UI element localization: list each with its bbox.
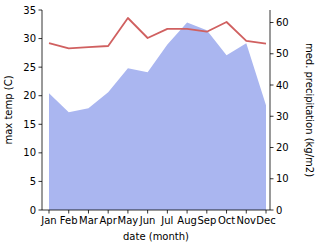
- y-tick-label: 20: [23, 90, 36, 101]
- y-tick: [39, 67, 43, 68]
- x-tick-label: Oct: [218, 215, 235, 226]
- x-tick: [68, 210, 69, 214]
- y2-tick-label: 20: [276, 142, 289, 153]
- y2-tick: [270, 147, 274, 148]
- x-tick-label: Jul: [160, 215, 173, 226]
- x-tick-label: Mar: [79, 215, 99, 226]
- y2-tick: [270, 210, 274, 211]
- y2-tick: [270, 178, 274, 179]
- axes: 0 5 10 15 20 25 30 35 0 10 20 30 40 50 60 Jan FebMarAprM…: [23, 5, 288, 227]
- x-tick-label: May: [118, 215, 139, 226]
- y-tick-label: 15: [23, 119, 36, 130]
- x-tick: [108, 210, 109, 214]
- y2-axis: [270, 10, 271, 210]
- x-tick: [147, 210, 148, 214]
- x-tick-label: Dec: [256, 215, 275, 226]
- y-tick: [39, 181, 43, 182]
- x-tick-label: Apr: [100, 215, 118, 226]
- x-tick-label: Feb: [60, 215, 78, 226]
- y2-tick: [270, 116, 274, 117]
- y-tick: [39, 124, 43, 125]
- x-axis-label: date (month): [123, 231, 189, 242]
- x-tick: [88, 210, 89, 214]
- plot-area: [49, 18, 266, 210]
- x-tick: [49, 210, 50, 214]
- x-tick-label: Nov: [237, 215, 257, 226]
- y2-tick-label: 10: [276, 173, 289, 184]
- x-tick: [187, 210, 188, 214]
- y2-tick-label: 50: [276, 48, 289, 59]
- y-tick: [39, 10, 43, 11]
- y-axis-label: max temp (C): [3, 75, 14, 144]
- y-tick-label: 10: [23, 147, 36, 158]
- y-axis: [42, 10, 43, 210]
- y2-tick-label: 40: [276, 80, 289, 91]
- x-tick: [167, 210, 168, 214]
- y-tick: [39, 38, 43, 39]
- x-tick: [226, 210, 227, 214]
- y2-tick: [270, 85, 274, 86]
- y-tick: [39, 95, 43, 96]
- y-tick-label: 0: [30, 205, 36, 216]
- x-tick-label: Aug: [177, 215, 197, 226]
- x-tick-label: Jan: [40, 215, 56, 226]
- y2-tick-label: 0: [276, 205, 282, 216]
- y2-tick: [270, 53, 274, 54]
- y-tick-label: 35: [23, 5, 36, 16]
- x-tick: [246, 210, 247, 214]
- x-axis: [42, 210, 270, 211]
- precipitation-area: [49, 23, 266, 211]
- x-tick: [206, 210, 207, 214]
- y2-axis-label: med. precipitation (kg/m2): [304, 43, 315, 177]
- temperature-line: [49, 18, 266, 48]
- y2-tick: [270, 22, 274, 23]
- chart: 0 5 10 15 20 25 30 35 0 10 20 30 40 50 60 Jan FebMarAprM…: [0, 0, 318, 247]
- y-tick-label: 30: [23, 33, 36, 44]
- y-tick-label: 25: [23, 62, 36, 73]
- x-tick: [127, 210, 128, 214]
- y2-tick-label: 60: [276, 17, 289, 28]
- x-tick: [266, 210, 267, 214]
- x-tick-label: Jun: [139, 215, 156, 226]
- y-tick: [39, 210, 43, 211]
- y-tick-label: 5: [30, 176, 36, 187]
- y-tick: [39, 152, 43, 153]
- y2-tick-label: 30: [276, 111, 289, 122]
- x-tick-label: Sep: [197, 215, 216, 226]
